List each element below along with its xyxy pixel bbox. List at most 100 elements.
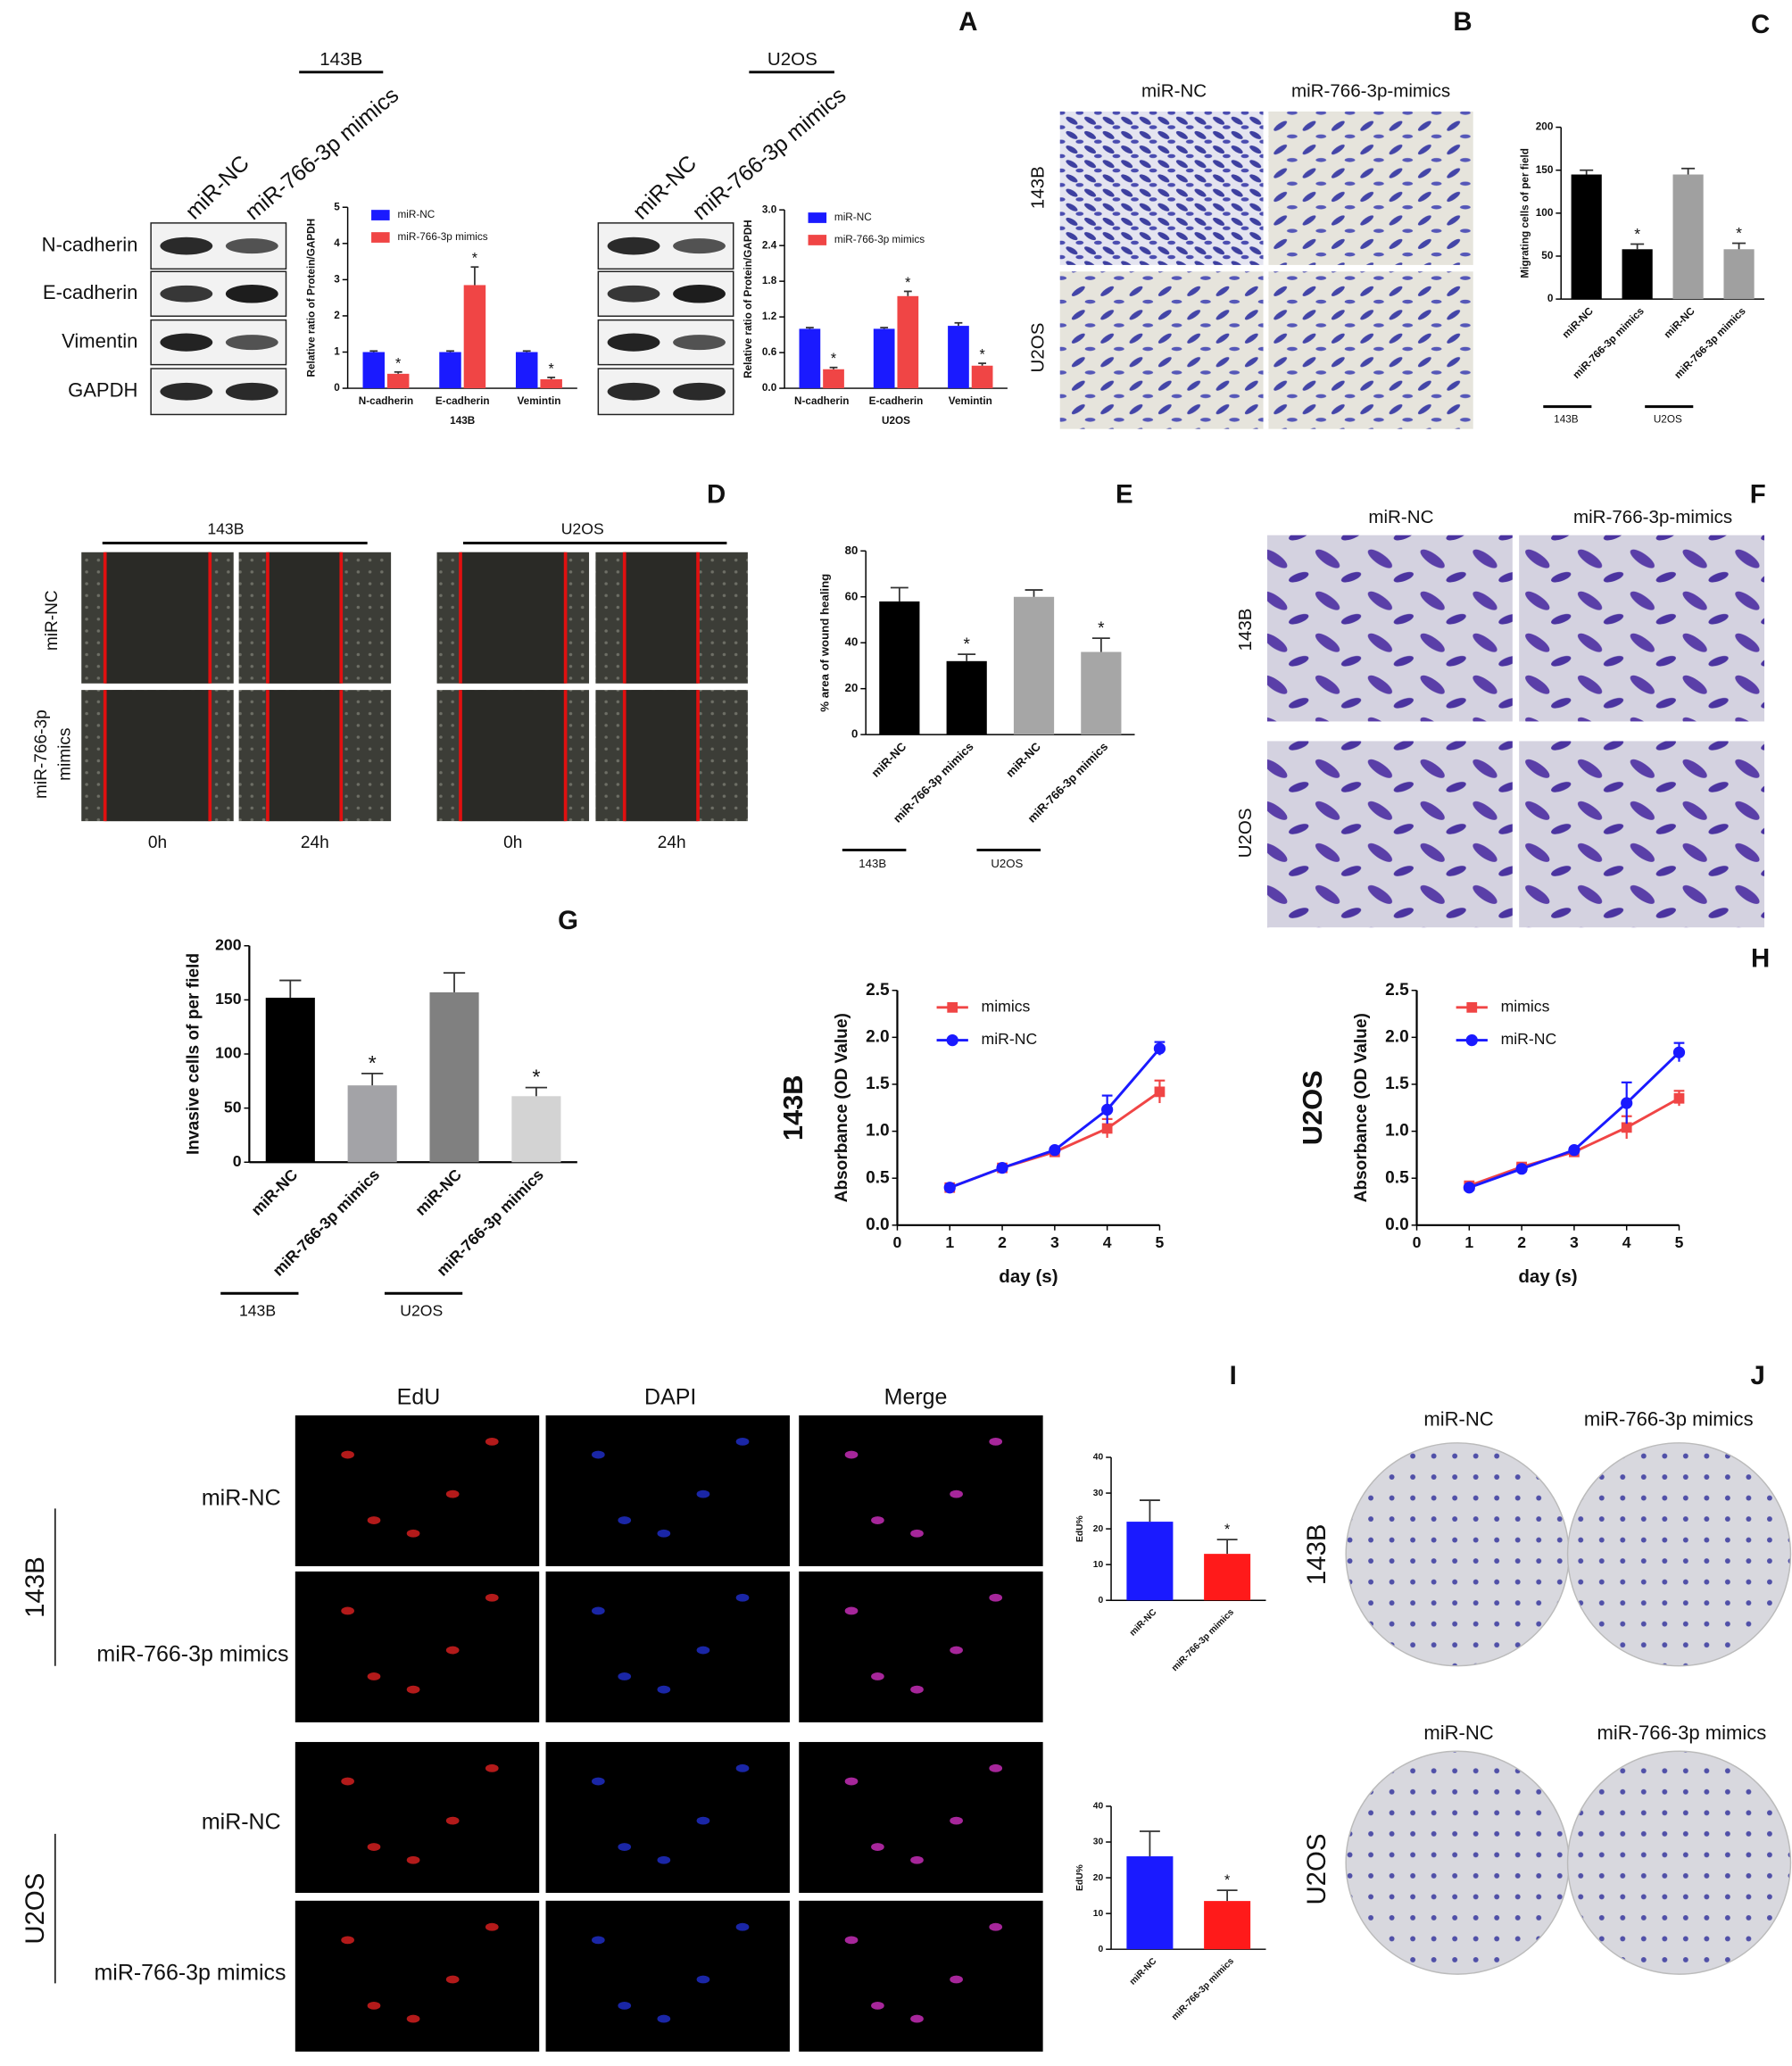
nucleus (871, 1672, 884, 1680)
bar (515, 352, 538, 389)
bar (1126, 1522, 1174, 1601)
y-tick-label: 10 (1093, 1909, 1104, 1919)
cell-line-label: 143B (319, 49, 362, 70)
x-tick-label: 2 (998, 1233, 1007, 1251)
nucleus (910, 1685, 924, 1694)
bar (1013, 596, 1055, 735)
legend-marker (947, 1001, 958, 1013)
nucleus (657, 2014, 671, 2023)
y-tick-label: 1.5 (1385, 1074, 1409, 1093)
image (1519, 535, 1765, 722)
legend-label: miR-766-3p mimics (397, 231, 487, 243)
nucleus (618, 1516, 632, 1524)
wound-gap (267, 690, 342, 822)
x-tick-label: miR-NC (868, 740, 908, 780)
nucleus (657, 1855, 671, 1864)
y-tick-label: 2.5 (1385, 981, 1409, 1000)
lane-label: miR-766-3p mimics (240, 82, 403, 225)
row-label: U2OS (1028, 323, 1049, 373)
nucleus (844, 1777, 859, 1786)
y-tick-label: 0.0 (1385, 1216, 1409, 1234)
bar (823, 369, 844, 389)
time-label: 24h (301, 834, 329, 852)
row-label: 143B (1235, 609, 1256, 651)
legend-label: miR-NC (834, 212, 872, 223)
bar (879, 601, 920, 735)
point (1568, 1144, 1580, 1157)
y-tick-label: 2.0 (866, 1027, 890, 1046)
line (1468, 1097, 1680, 1188)
nucleus (657, 1529, 671, 1538)
panel-letter: J (1751, 1361, 1765, 1390)
nucleus (406, 1529, 420, 1538)
row-label: miR-NC (202, 1486, 281, 1511)
panel-letter: H (1751, 944, 1770, 974)
row-label: miR-766-3p mimics (96, 1642, 288, 1667)
significance: * (905, 275, 911, 291)
nucleus (591, 1606, 605, 1615)
column-label: EdU (397, 1384, 441, 1409)
nucleus (341, 1777, 354, 1786)
significance: * (979, 347, 985, 363)
x-tick-label: 5 (1156, 1233, 1165, 1251)
group-label: U2OS (991, 857, 1023, 870)
blot-band (160, 285, 213, 303)
x-tick-label: E-cadherin (869, 395, 924, 407)
nucleus (735, 1922, 750, 1931)
y-tick-label: 100 (215, 1044, 242, 1062)
point (1153, 1042, 1166, 1055)
time-label: 24h (658, 834, 686, 852)
image (1519, 741, 1765, 928)
x-tick-label: 0 (893, 1233, 902, 1251)
cell-line-label: 143B (207, 519, 244, 537)
y-tick-label: 0.5 (1385, 1168, 1409, 1187)
y-tick-label: 1 (334, 346, 340, 358)
cell-line-label: 143B (1302, 1523, 1332, 1585)
nucleus (485, 1922, 499, 1931)
y-tick-label: 10 (1093, 1560, 1104, 1570)
blot-band (607, 236, 660, 255)
blot-band (673, 382, 726, 401)
cell-line-label: U2OS (767, 49, 817, 70)
image (295, 1741, 540, 1893)
cell-line-label: U2OS (21, 1873, 50, 1945)
nucleus (445, 1816, 460, 1825)
y-axis-label: % area of wound healing (818, 574, 832, 712)
y-tick-label: 30 (1093, 1838, 1104, 1847)
cell-line-label: U2OS (1302, 1834, 1332, 1905)
y-tick-label: 0 (851, 727, 858, 741)
blot-band (607, 333, 660, 352)
group-label: U2OS (1654, 413, 1682, 425)
nucleus (910, 2014, 924, 2023)
point (1463, 1182, 1475, 1194)
y-axis-label: Migrating cells of per field (1519, 148, 1531, 278)
point (996, 1162, 1008, 1174)
nucleus (618, 1672, 632, 1680)
legend-swatch (371, 210, 390, 220)
point (1049, 1144, 1061, 1157)
column-label: miR-NC (1368, 507, 1433, 527)
significance: * (369, 1051, 377, 1074)
nucleus (910, 1529, 924, 1538)
y-tick-label: 0 (1099, 1596, 1104, 1606)
panel-letter: G (558, 906, 578, 935)
nucleus (844, 1936, 859, 1945)
y-tick-label: 1.5 (866, 1074, 890, 1093)
y-tick-label: 2.4 (762, 239, 777, 251)
point (1621, 1097, 1633, 1109)
nucleus (696, 1975, 710, 1984)
nucleus (989, 1437, 1003, 1446)
blot-band (225, 284, 278, 303)
significance: * (1224, 1522, 1231, 1538)
image (545, 1415, 790, 1566)
row-label: miR-766-3p (32, 709, 51, 799)
x-tick-label: 1 (1464, 1233, 1473, 1251)
group-label: 143B (859, 857, 886, 870)
bar (1571, 174, 1602, 300)
x-tick-label: 0 (1413, 1233, 1422, 1251)
wound-gap (267, 552, 342, 684)
legend-marker (1466, 1001, 1478, 1013)
panel-letter: C (1751, 10, 1770, 39)
nucleus (950, 1646, 963, 1655)
row-label: miR-NC (43, 590, 62, 651)
